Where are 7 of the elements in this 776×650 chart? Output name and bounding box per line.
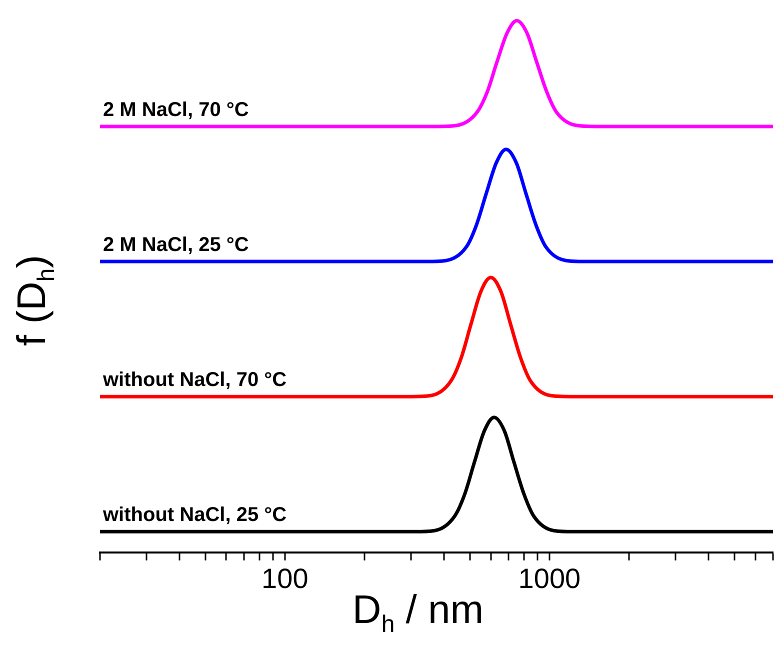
series-label: without NaCl, 25 °C	[102, 504, 287, 526]
series-label: without NaCl, 70 °C	[102, 369, 287, 392]
series-label: 2 M NaCl, 25 °C	[103, 234, 249, 256]
x-axis-title: D$_{h}$ / nm	[352, 588, 484, 638]
x-tick-label: 1000	[518, 562, 581, 594]
x-tick-label: 100	[262, 562, 308, 594]
series-label: 2 M NaCl, 70 °C	[103, 98, 249, 121]
